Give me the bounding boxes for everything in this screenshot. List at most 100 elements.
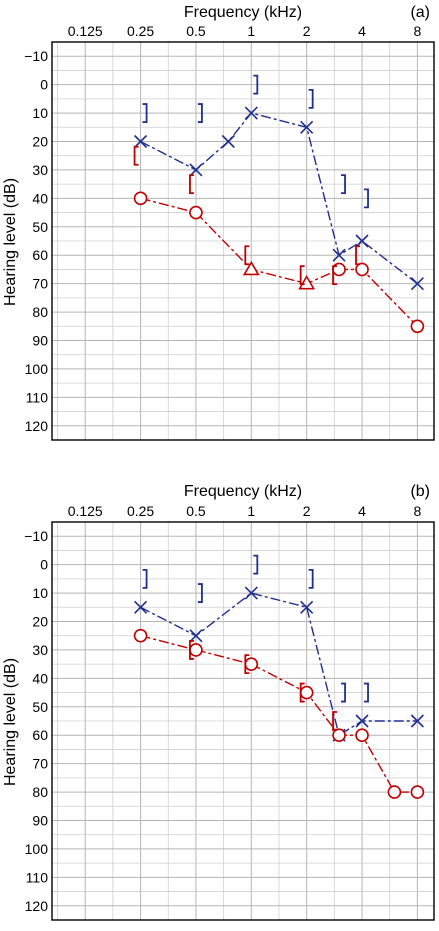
data-point-left_ac	[410, 714, 424, 728]
x-tick-label: 2	[303, 23, 311, 39]
y-tick-label: 40	[32, 670, 48, 686]
data-point-left_ac	[221, 134, 235, 149]
data-point-right_bc	[299, 265, 305, 286]
data-point-left_bc	[142, 103, 148, 123]
data-point-right_ac	[410, 785, 425, 799]
data-point-right_ac	[189, 205, 203, 220]
audiogram-panel-a: 0.125 0.25 0.5 1 2 4 8 −10 0 10 20 30 40 50 60 70 80 90 10…	[2, 4, 435, 441]
y-tick-label: 100	[25, 841, 49, 857]
data-point-left_bc	[364, 188, 369, 209]
y-tick-label: 30	[32, 162, 48, 178]
series-line-right_ac	[140, 635, 418, 793]
y-tick-label: 60	[32, 727, 48, 743]
data-point-left_ac	[332, 248, 346, 262]
y-tick-label: 0	[40, 77, 48, 93]
y-tick-label: 90	[32, 813, 48, 829]
y-tick-label: −10	[24, 48, 48, 64]
data-point-right_ac	[387, 785, 402, 799]
data-point-right_ac	[355, 262, 369, 277]
y-tick-label: 50	[32, 699, 48, 715]
x-tick-label: 2	[303, 503, 311, 519]
x-tick-label: 0.5	[186, 23, 206, 39]
data-point-right_ac	[244, 657, 259, 671]
panel-label: (a)	[410, 4, 430, 21]
y-tick-label: 70	[32, 756, 48, 772]
x-tick-label: 0.5	[186, 503, 206, 519]
data-point-right_bc	[189, 174, 194, 195]
data-point-left_ac	[355, 714, 369, 728]
x-tick-label: 0.125	[68, 23, 103, 39]
y-tick-label: 100	[25, 361, 49, 377]
data-point-left_ac	[300, 600, 314, 614]
y-tick-label: 50	[32, 219, 48, 235]
y-tick-label: 80	[32, 304, 48, 320]
x-axis-title: Frequency (kHz)	[184, 4, 302, 21]
data-point-left_ac	[134, 600, 148, 614]
x-tick-label: 8	[413, 23, 421, 39]
x-tick-label: 8	[413, 503, 421, 519]
data-point-right_ac	[242, 260, 260, 276]
data-point-right_ac	[332, 728, 346, 743]
data-point-left_bc	[308, 88, 314, 109]
y-tick-label: 80	[32, 784, 48, 800]
data-point-left_bc	[197, 583, 203, 603]
data-point-right_ac	[133, 628, 148, 643]
data-point-right_bc	[299, 682, 305, 703]
data-point-left_bc	[341, 174, 346, 195]
y-tick-label: 10	[32, 105, 48, 121]
data-point-left_bc	[197, 103, 203, 123]
y-tick-label: 110	[26, 389, 49, 405]
data-point-right_ac	[189, 643, 203, 657]
y-tick-label: 70	[32, 276, 48, 292]
x-axis-title: Frequency (kHz)	[184, 483, 302, 500]
y-tick-label: 120	[25, 898, 49, 914]
data-point-left_ac	[189, 163, 203, 177]
panel-label: (b)	[410, 483, 430, 500]
x-tick-label: 1	[247, 23, 255, 39]
data-point-right_bc	[133, 145, 139, 166]
x-tick-label: 4	[358, 503, 366, 519]
plot-frame	[51, 41, 435, 441]
data-point-left_ac	[300, 120, 314, 134]
data-point-right_ac	[355, 728, 369, 743]
data-point-right_ac	[299, 685, 314, 700]
data-point-right_ac	[298, 275, 316, 290]
y-tick-label: 10	[32, 585, 48, 601]
data-point-right_bc	[244, 654, 250, 675]
data-point-left_ac	[410, 277, 424, 291]
data-point-left_bc	[364, 682, 369, 703]
data-point-left_ac	[189, 629, 203, 643]
data-point-left_bc	[142, 568, 148, 589]
y-tick-label: 40	[32, 190, 48, 206]
x-tick-label: 0.25	[127, 23, 154, 39]
y-tick-label: 20	[32, 134, 48, 150]
data-point-left_bc	[341, 682, 346, 703]
y-tick-label: 90	[32, 333, 48, 349]
data-point-right_ac	[410, 319, 425, 334]
data-point-left_bc	[253, 554, 259, 575]
y-tick-label: 110	[26, 869, 49, 885]
y-tick-label: 0	[40, 557, 48, 573]
data-point-right_bc	[332, 711, 338, 731]
data-point-right_ac	[133, 191, 148, 206]
data-point-left_bc	[253, 74, 259, 95]
y-tick-label: 30	[32, 642, 48, 658]
data-point-left_ac	[355, 234, 369, 248]
data-point-right_bc	[355, 245, 361, 266]
y-tick-label: 120	[25, 418, 49, 434]
x-tick-label: 1	[247, 503, 255, 519]
x-tick-label: 4	[358, 23, 366, 39]
data-point-left_ac	[244, 106, 258, 120]
data-point-right_bc	[332, 265, 338, 286]
data-point-right_bc	[244, 245, 250, 266]
plot-frame	[51, 521, 435, 921]
data-point-left_ac	[244, 586, 258, 600]
y-tick-label: 60	[32, 247, 48, 263]
y-tick-label: 20	[32, 614, 48, 630]
y-tick-label: −10	[24, 528, 48, 544]
x-tick-label: 0.25	[127, 503, 154, 519]
audiogram-panel-b: 0.125 0.25 0.5 1 2 4 8 −10 0 10 20 30 40 50 60 70 80 90 10…	[2, 483, 435, 921]
y-axis-title: Hearing level (dB)	[2, 178, 19, 306]
